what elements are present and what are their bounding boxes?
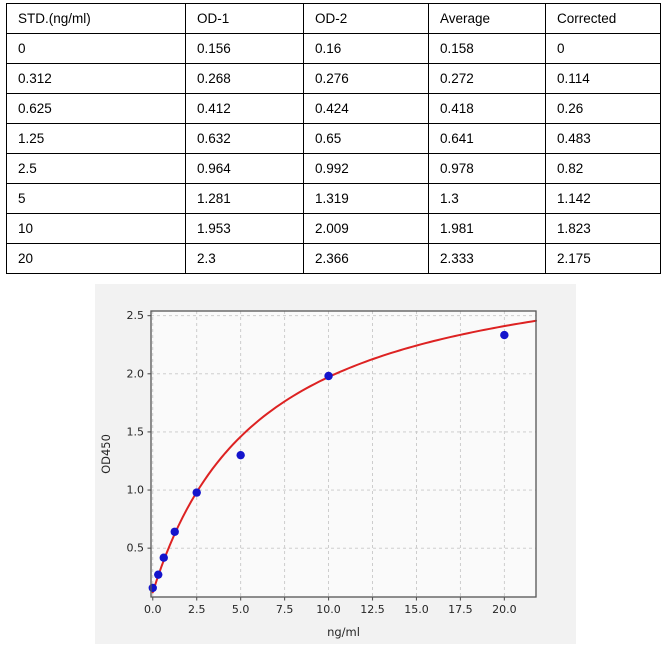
y-tick-label: 0.5 xyxy=(127,542,145,555)
y-axis-label: OD450 xyxy=(99,434,113,474)
table-cell: 0.158 xyxy=(428,33,546,64)
table-body: 0 0.156 0.16 0.158 0 0.312 0.268 0.276 0.272 0.11… xyxy=(6,33,661,274)
x-tick-label: 17.5 xyxy=(448,603,473,616)
table-cell: 0 xyxy=(545,33,661,64)
table-cell: 0.483 xyxy=(545,123,661,154)
table-header-row: STD.(ng/ml) OD-1 OD-2 Average Corrected xyxy=(6,3,661,34)
table-cell: 0.418 xyxy=(428,93,546,124)
table-cell: 0.641 xyxy=(428,123,546,154)
table-row: 2.5 0.964 0.992 0.978 0.82 xyxy=(6,153,661,184)
column-header: OD-1 xyxy=(185,3,304,34)
table-row: 0.312 0.268 0.276 0.272 0.114 xyxy=(6,63,661,94)
table-cell: 0.312 xyxy=(6,63,186,94)
data-point xyxy=(148,583,157,593)
x-axis-label: ng/ml xyxy=(327,625,360,639)
x-tick-label: 10.0 xyxy=(316,603,341,616)
y-tick-label: 2.0 xyxy=(127,367,145,380)
data-point xyxy=(159,553,168,562)
table-cell: 0.978 xyxy=(428,153,546,184)
table-cell: 1.981 xyxy=(428,213,546,244)
x-tick-label: 12.5 xyxy=(360,603,385,616)
x-tick-label: 15.0 xyxy=(404,603,429,616)
table-row: 0.625 0.412 0.424 0.418 0.26 xyxy=(6,93,661,124)
table-cell: 0.16 xyxy=(303,33,429,64)
column-header: Average xyxy=(428,3,546,34)
table-cell: 0.82 xyxy=(545,153,661,184)
standard-curve-chart: 0.0 2.5 5.0 7.5 10.0 12.5 15.0 17.5 20.0 0.5 1.0 1.… xyxy=(99,309,537,639)
y-tick-label: 1.0 xyxy=(127,484,145,497)
column-header: OD-2 xyxy=(303,3,429,34)
table-cell: 2.5 xyxy=(6,153,186,184)
table-cell: 2.3 xyxy=(185,243,304,274)
x-tick-label: 5.0 xyxy=(232,603,250,616)
table-cell: 0.65 xyxy=(303,123,429,154)
table-cell: 10 xyxy=(6,213,186,244)
x-tick-label: 20.0 xyxy=(492,603,517,616)
table-row: 0 0.156 0.16 0.158 0 xyxy=(6,33,661,64)
table-cell: 1.25 xyxy=(6,123,186,154)
table-row: 1.25 0.632 0.65 0.641 0.483 xyxy=(6,123,661,154)
table-cell: 1.823 xyxy=(545,213,661,244)
fit-curve-line xyxy=(151,319,537,594)
y-tick-label: 2.5 xyxy=(127,309,145,322)
table-cell: 1.953 xyxy=(185,213,304,244)
standards-table: STD.(ng/ml) OD-1 OD-2 Average Corrected 0 0.1… xyxy=(6,3,661,274)
table-cell: 1.142 xyxy=(545,183,661,214)
table-cell: 0.276 xyxy=(303,63,429,94)
table-cell: 0.268 xyxy=(185,63,304,94)
data-point xyxy=(324,371,333,381)
table-cell: 0.632 xyxy=(185,123,304,154)
data-point xyxy=(154,570,163,579)
standard-curve-figure: 0.0 2.5 5.0 7.5 10.0 12.5 15.0 17.5 20.0 0.5 1.0 1.… xyxy=(95,284,576,644)
x-tick-label: 7.5 xyxy=(276,603,294,616)
table-cell: 5 xyxy=(6,183,186,214)
table-cell: 20 xyxy=(6,243,186,274)
plot-area-background xyxy=(151,311,536,597)
table-cell: 0.156 xyxy=(185,33,304,64)
table-cell: 0.424 xyxy=(303,93,429,124)
column-header: Corrected xyxy=(545,3,661,34)
data-point xyxy=(170,527,179,536)
table-cell: 0.964 xyxy=(185,153,304,184)
table-cell: 1.319 xyxy=(303,183,429,214)
y-tick-label: 1.5 xyxy=(127,425,145,438)
data-point xyxy=(500,330,509,340)
table-cell: 0.992 xyxy=(303,153,429,184)
column-header: STD.(ng/ml) xyxy=(6,3,186,34)
table-cell: 0 xyxy=(6,33,186,64)
table-cell: 0.26 xyxy=(545,93,661,124)
table-cell: 1.3 xyxy=(428,183,546,214)
table-cell: 0.412 xyxy=(185,93,304,124)
table-cell: 0.114 xyxy=(545,63,661,94)
table-cell: 2.009 xyxy=(303,213,429,244)
table-cell: 2.366 xyxy=(303,243,429,274)
plot-border xyxy=(150,310,537,598)
data-point xyxy=(192,488,201,497)
table-row: 20 2.3 2.366 2.333 2.175 xyxy=(6,243,661,274)
table-row: 10 1.953 2.009 1.981 1.823 xyxy=(6,213,661,244)
table-cell: 0.625 xyxy=(6,93,186,124)
table-cell: 2.333 xyxy=(428,243,546,274)
table-cell: 0.272 xyxy=(428,63,546,94)
table-row: 5 1.281 1.319 1.3 1.142 xyxy=(6,183,661,214)
x-tick-label: 0.0 xyxy=(144,603,162,616)
x-tick-label: 2.5 xyxy=(188,603,206,616)
table-cell: 2.175 xyxy=(545,243,661,274)
data-point xyxy=(236,450,245,460)
table-cell: 1.281 xyxy=(185,183,304,214)
